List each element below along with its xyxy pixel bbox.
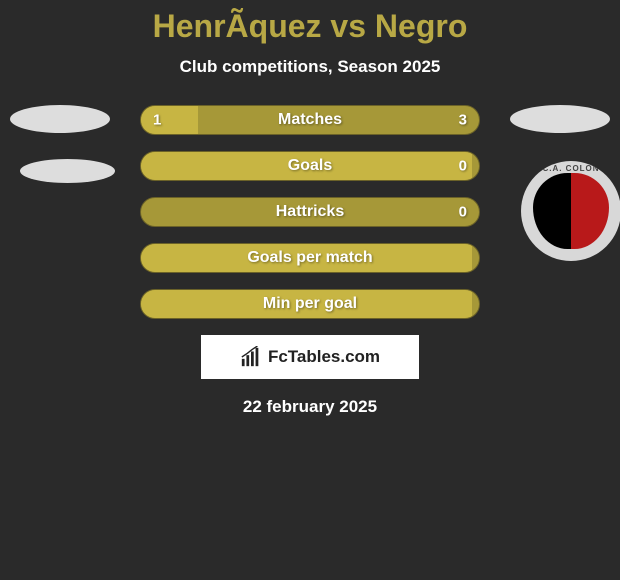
club-badge-right-half <box>571 173 609 249</box>
club-badge: C.A. COLON <box>521 161 620 261</box>
player-left-avatar-2 <box>20 159 115 183</box>
bar-goals-per-match: Goals per match <box>140 243 480 273</box>
bar-min-per-goal: Min per goal <box>140 289 480 319</box>
bar-value-right: 3 <box>459 112 467 129</box>
player-right-avatar <box>510 105 610 133</box>
bar-matches: 1 Matches 3 <box>140 105 480 135</box>
stat-bars: 1 Matches 3 Goals 0 Hattricks 0 <box>140 105 480 319</box>
player-left-avatar-1 <box>10 105 110 133</box>
bar-value-right: 0 <box>459 158 467 175</box>
club-badge-shield <box>533 173 609 249</box>
bar-label: Hattricks <box>141 203 479 221</box>
club-badge-text: C.A. COLON <box>521 164 620 173</box>
date-text: 22 february 2025 <box>0 397 620 417</box>
bar-label: Goals per match <box>141 249 479 267</box>
club-badge-left-half <box>533 173 571 249</box>
chart-icon <box>240 346 262 368</box>
page-subtitle: Club competitions, Season 2025 <box>0 57 620 77</box>
chart-area: C.A. COLON 1 Matches 3 Goals 0 <box>0 105 620 417</box>
page-title: HenrÃ­quez vs Negro <box>0 8 620 45</box>
bar-value-right: 0 <box>459 204 467 221</box>
bar-hattricks: Hattricks 0 <box>140 197 480 227</box>
logo-box[interactable]: FcTables.com <box>201 335 419 379</box>
logo-text: FcTables.com <box>268 347 380 367</box>
bar-label: Min per goal <box>141 295 479 313</box>
bar-label: Matches <box>141 111 479 129</box>
bar-label: Goals <box>141 157 479 175</box>
main-container: HenrÃ­quez vs Negro Club competitions, S… <box>0 0 620 580</box>
bar-goals: Goals 0 <box>140 151 480 181</box>
